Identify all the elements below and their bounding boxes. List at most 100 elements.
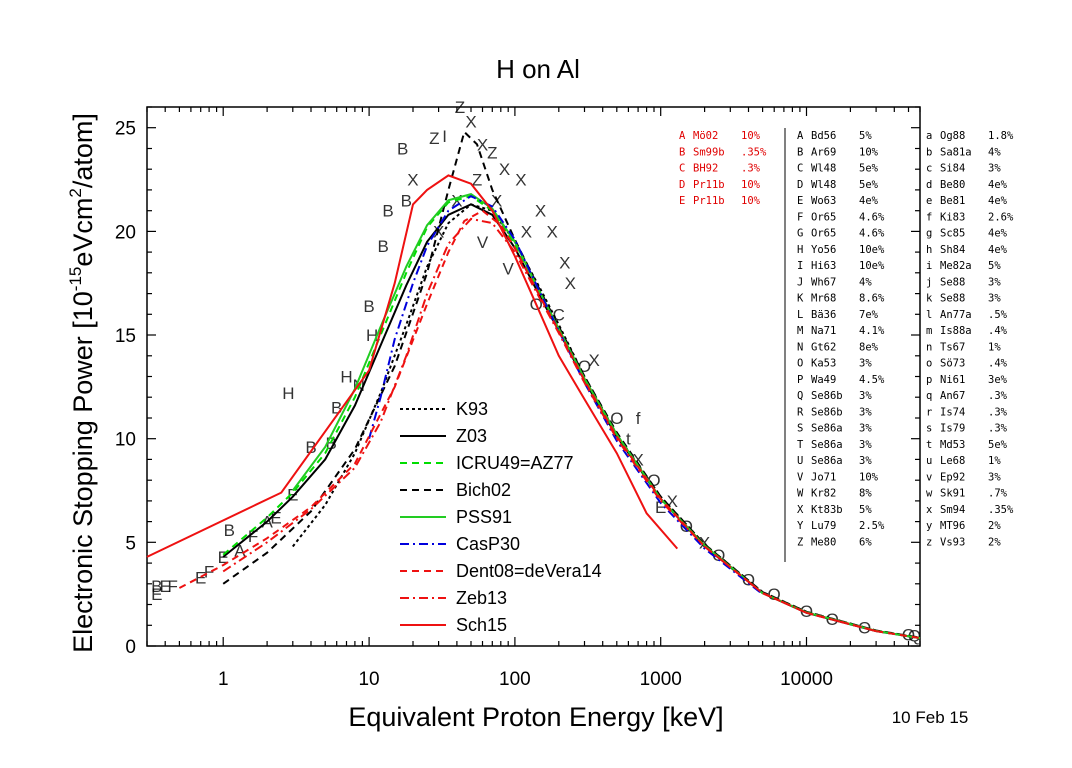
- ref-key: E: [679, 195, 685, 207]
- ref-code: Ki83: [940, 211, 965, 223]
- ref-key: R: [797, 406, 804, 418]
- ref-key: S: [797, 423, 803, 435]
- ref-uncertainty: 5e%: [859, 179, 879, 191]
- ref-key: Q: [797, 390, 803, 402]
- data-point: X: [477, 135, 488, 154]
- ref-code: Or65: [811, 228, 836, 240]
- ref-uncertainty: .3%: [741, 163, 761, 175]
- ref-code: Ar69: [811, 146, 836, 158]
- ref-key: u: [926, 455, 932, 467]
- ref-key: C: [679, 163, 685, 175]
- ref-code: Bd56: [811, 130, 836, 142]
- data-point: Z: [487, 144, 497, 163]
- ref-uncertainty: .3%: [988, 423, 1008, 435]
- ref-key: h: [926, 244, 932, 256]
- ref-key: U: [797, 455, 803, 467]
- x-axis-label: Equivalent Proton Energy [keV]: [348, 702, 723, 732]
- ref-code: Yo56: [811, 244, 836, 256]
- data-point: B: [151, 577, 162, 596]
- ref-key: V: [797, 471, 804, 483]
- ref-key: A: [797, 130, 804, 142]
- data-point: X: [407, 171, 418, 190]
- legend-label: Sch15: [456, 615, 507, 635]
- ref-key: B: [797, 146, 803, 158]
- ref-code: Ni61: [940, 374, 965, 386]
- ref-code: Sc85: [940, 228, 965, 240]
- data-point: X: [565, 274, 576, 293]
- ref-code: Wo63: [811, 195, 836, 207]
- ref-uncertainty: 10%: [859, 471, 879, 483]
- ref-uncertainty: 6%: [859, 536, 872, 548]
- y-tick-label: 20: [115, 222, 136, 243]
- ref-uncertainty: 4.6%: [859, 211, 885, 223]
- ref-code: Na71: [811, 325, 836, 337]
- ref-uncertainty: 5e%: [988, 439, 1008, 451]
- ref-key: x: [926, 504, 932, 516]
- series-line-6: [178, 209, 921, 640]
- ref-uncertainty: 2.6%: [988, 211, 1014, 223]
- data-point: X: [546, 222, 557, 241]
- ref-key: N: [797, 341, 803, 353]
- ref-key: t: [926, 439, 932, 451]
- data-point: X: [559, 253, 570, 272]
- data-point: Z: [429, 129, 439, 148]
- ref-key: r: [926, 406, 932, 418]
- ref-key: T: [797, 439, 804, 451]
- legend: K93 Z03 ICRU49=AZ77 Bich02 PSS91 CasP30 Dent08…: [400, 399, 602, 635]
- ref-key: f: [926, 211, 932, 223]
- ref-code: Mö02: [693, 130, 718, 142]
- ref-uncertainty: 3%: [988, 276, 1001, 288]
- y-tick-label: 5: [125, 533, 136, 554]
- series-line-7: [222, 217, 877, 633]
- data-point: E: [160, 577, 171, 596]
- y-axis-label-exponent: -15: [66, 267, 85, 292]
- ref-uncertainty: .4%: [988, 358, 1008, 370]
- ref-code: Gt62: [811, 341, 836, 353]
- ref-code: Se86a: [811, 423, 843, 435]
- ref-code: Be80: [940, 179, 965, 191]
- ref-key: e: [926, 195, 932, 207]
- ref-uncertainty: .3%: [988, 406, 1008, 418]
- ref-uncertainty: 4e%: [988, 179, 1008, 191]
- ref-code: Vs93: [940, 536, 965, 548]
- ref-key: P: [797, 374, 803, 386]
- ref-key: E: [797, 195, 803, 207]
- ref-code: Sm99b: [693, 146, 725, 158]
- ref-code: Wa49: [811, 374, 836, 386]
- ref-code: Ts67: [940, 341, 965, 353]
- legend-label: Z03: [456, 426, 487, 446]
- ref-code: Sö73: [940, 358, 965, 370]
- ref-key: L: [797, 309, 803, 321]
- ref-key: j: [926, 276, 932, 288]
- ref-code: Me82a: [940, 260, 972, 272]
- data-point: B: [382, 202, 393, 221]
- data-point: X: [535, 202, 546, 221]
- ref-code: Is88a: [940, 325, 972, 337]
- ref-uncertainty: 4.6%: [859, 228, 885, 240]
- ref-code: Bä36: [811, 309, 836, 321]
- ref-uncertainty: 3%: [859, 358, 872, 370]
- ref-key: a: [926, 130, 932, 142]
- data-point: V: [477, 233, 489, 252]
- ref-uncertainty: 7e%: [859, 309, 879, 321]
- data-point: F: [204, 562, 214, 581]
- ref-code: Wl48: [811, 163, 836, 175]
- data-point: I: [442, 127, 447, 146]
- data-point: X: [515, 171, 526, 190]
- ref-code: Pr11b: [693, 179, 725, 191]
- ref-key: X: [797, 504, 804, 516]
- ref-key: Y: [797, 520, 804, 532]
- data-point: F: [248, 527, 258, 546]
- ref-key: O: [797, 358, 803, 370]
- theory-curves: [146, 129, 921, 640]
- ref-uncertainty: 10%: [741, 179, 761, 191]
- ref-key: b: [926, 146, 932, 158]
- legend-label: PSS91: [456, 507, 512, 527]
- ref-key: y: [926, 520, 932, 532]
- ref-uncertainty: 10%: [741, 130, 761, 142]
- ref-code: Is79: [940, 423, 965, 435]
- ref-uncertainty: 2.5%: [859, 520, 885, 532]
- ref-key: G: [797, 228, 803, 240]
- ref-key: c: [926, 163, 932, 175]
